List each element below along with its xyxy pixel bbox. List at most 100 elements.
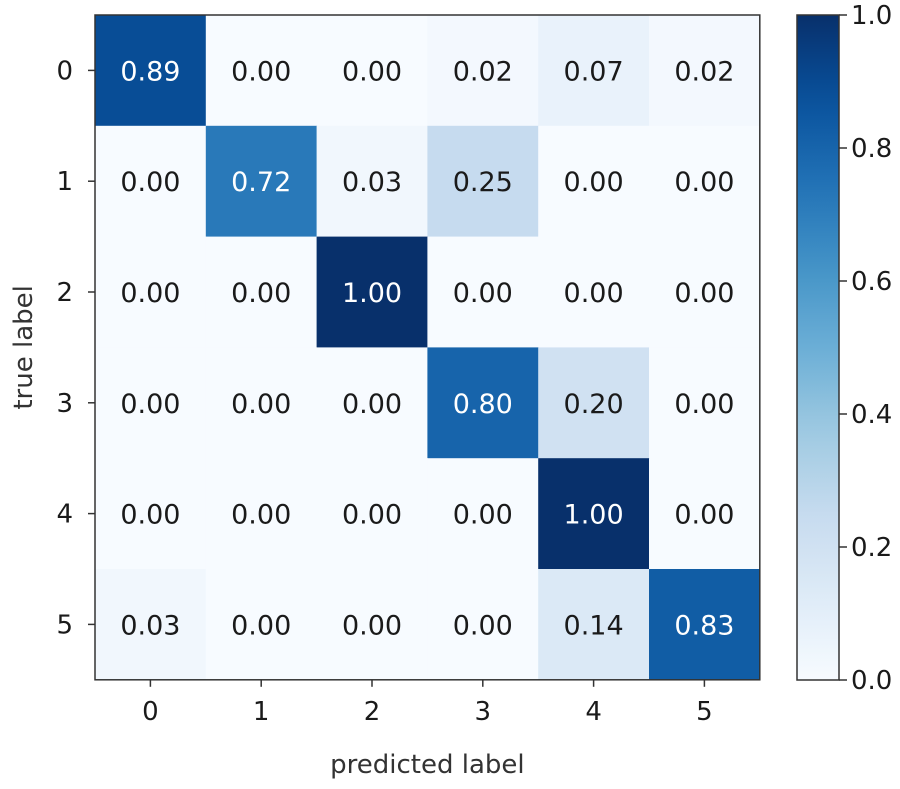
heatmap-cell bbox=[538, 125, 650, 238]
heatmap-cell bbox=[95, 569, 207, 681]
cell-value-label: 0.00 bbox=[674, 500, 734, 531]
heatmap-cell bbox=[316, 458, 428, 570]
heatmap-cell bbox=[95, 236, 207, 348]
y-axis-ticks: 0 1 2 3 4 5 bbox=[56, 56, 95, 640]
heatmap-cell bbox=[95, 347, 207, 459]
cell-value-label: 0.00 bbox=[231, 610, 291, 641]
cell-value-label: 0.00 bbox=[342, 500, 402, 531]
heatmap-cell bbox=[649, 125, 761, 238]
colorbar-tick-label: 0.8 bbox=[851, 134, 892, 164]
cell-value-label: 0.00 bbox=[231, 278, 291, 309]
cell-value-label: 0.89 bbox=[120, 56, 180, 87]
y-tick-label: 4 bbox=[56, 500, 73, 530]
cell-value-label: 0.80 bbox=[453, 389, 513, 420]
cell-value-label: 0.00 bbox=[120, 389, 180, 420]
x-tick-label: 2 bbox=[364, 697, 381, 727]
heatmap-cell bbox=[427, 569, 539, 681]
heatmap-cell bbox=[95, 458, 207, 570]
cell-value-label: 0.02 bbox=[453, 56, 513, 87]
cell-value-label: 0.03 bbox=[342, 167, 402, 198]
heatmap-cell bbox=[205, 569, 318, 681]
heatmap-cell bbox=[427, 347, 539, 459]
cell-value-label: 0.00 bbox=[342, 389, 402, 420]
heatmap-cell bbox=[316, 347, 428, 459]
cell-value-label: 0.20 bbox=[564, 389, 624, 420]
cell-value-label: 0.00 bbox=[120, 167, 180, 198]
heatmap-cell bbox=[649, 347, 761, 459]
cell-value-label: 0.00 bbox=[120, 278, 180, 309]
plot-frame bbox=[94, 14, 761, 681]
colorbar-ticks: 0.0 0.2 0.4 0.6 0.8 1.0 bbox=[839, 1, 892, 696]
heatmap-cell bbox=[427, 458, 539, 570]
heatmap-cell bbox=[316, 236, 428, 348]
x-tick-label: 4 bbox=[585, 697, 602, 727]
heatmap-cell-labels: 0.89 0.00 0.00 0.02 0.07 0.02 0.00 0.72 0.03 0.25… bbox=[120, 56, 734, 641]
heatmap-cell bbox=[316, 569, 428, 681]
cell-value-label: 0.00 bbox=[231, 56, 291, 87]
cell-value-label: 0.00 bbox=[231, 389, 291, 420]
cell-value-label: 0.00 bbox=[674, 167, 734, 198]
cell-value-label: 0.00 bbox=[231, 500, 291, 531]
cell-value-label: 0.00 bbox=[453, 278, 513, 309]
x-tick-label: 3 bbox=[475, 697, 492, 727]
heatmap-cell bbox=[205, 15, 318, 127]
heatmap-cell bbox=[649, 15, 761, 127]
heatmap-cell bbox=[649, 458, 761, 570]
colorbar-tick-label: 0.2 bbox=[851, 533, 892, 563]
cell-value-label: 0.00 bbox=[342, 610, 402, 641]
x-tick-label: 5 bbox=[696, 697, 713, 727]
colorbar bbox=[796, 14, 840, 681]
colorbar-tick-label: 0.6 bbox=[851, 267, 892, 297]
heatmap-cell bbox=[95, 125, 207, 238]
cell-value-label: 0.00 bbox=[120, 500, 180, 531]
cell-value-label: 0.00 bbox=[674, 389, 734, 420]
cell-value-label: 0.00 bbox=[564, 278, 624, 309]
y-tick-label: 1 bbox=[56, 167, 73, 197]
heatmap-cell bbox=[316, 15, 428, 127]
cell-value-label: 1.00 bbox=[342, 278, 402, 309]
heatmap-cell bbox=[95, 15, 207, 127]
colorbar-tick-label: 0.0 bbox=[851, 666, 892, 696]
cell-value-label: 0.25 bbox=[453, 167, 513, 198]
cell-value-label: 0.02 bbox=[674, 56, 734, 87]
y-tick-label: 2 bbox=[56, 278, 73, 308]
cell-value-label: 0.00 bbox=[453, 500, 513, 531]
y-axis-label: true label bbox=[9, 285, 39, 410]
heatmap-cell bbox=[649, 236, 761, 348]
x-axis-label: predicted label bbox=[330, 750, 524, 780]
heatmap-cell bbox=[427, 15, 539, 127]
heatmap-cell bbox=[649, 569, 761, 681]
heatmap-cell bbox=[538, 236, 650, 348]
x-tick-label: 1 bbox=[253, 697, 270, 727]
x-tick-label: 0 bbox=[142, 697, 159, 727]
cell-value-label: 0.00 bbox=[564, 167, 624, 198]
heatmap-cell bbox=[538, 569, 650, 681]
heatmap-cell bbox=[538, 458, 650, 570]
heatmap-cell bbox=[205, 236, 318, 348]
heatmap-cell bbox=[205, 347, 318, 459]
heatmap-cell bbox=[427, 236, 539, 348]
cell-value-label: 0.14 bbox=[564, 610, 624, 641]
x-axis-ticks: 0 1 2 3 4 5 bbox=[142, 679, 713, 727]
y-tick-label: 0 bbox=[56, 56, 73, 86]
cell-value-label: 0.83 bbox=[674, 610, 734, 641]
heatmap-cells bbox=[95, 15, 761, 681]
heatmap-cell bbox=[538, 15, 650, 127]
y-tick-label: 5 bbox=[56, 610, 73, 640]
heatmap-cell bbox=[205, 125, 318, 238]
cell-value-label: 1.00 bbox=[564, 500, 624, 531]
heatmap-cell bbox=[427, 125, 539, 238]
y-tick-label: 3 bbox=[56, 389, 73, 419]
cell-value-label: 0.00 bbox=[453, 610, 513, 641]
colorbar-tick-label: 0.4 bbox=[851, 400, 892, 430]
cell-value-label: 0.03 bbox=[120, 610, 180, 641]
heatmap-cell bbox=[205, 458, 318, 570]
heatmap-cell bbox=[316, 125, 428, 238]
heatmap-cell bbox=[538, 347, 650, 459]
cell-value-label: 0.00 bbox=[342, 56, 402, 87]
cell-value-label: 0.00 bbox=[674, 278, 734, 309]
cell-value-label: 0.07 bbox=[564, 56, 624, 87]
colorbar-tick-label: 1.0 bbox=[851, 1, 892, 31]
